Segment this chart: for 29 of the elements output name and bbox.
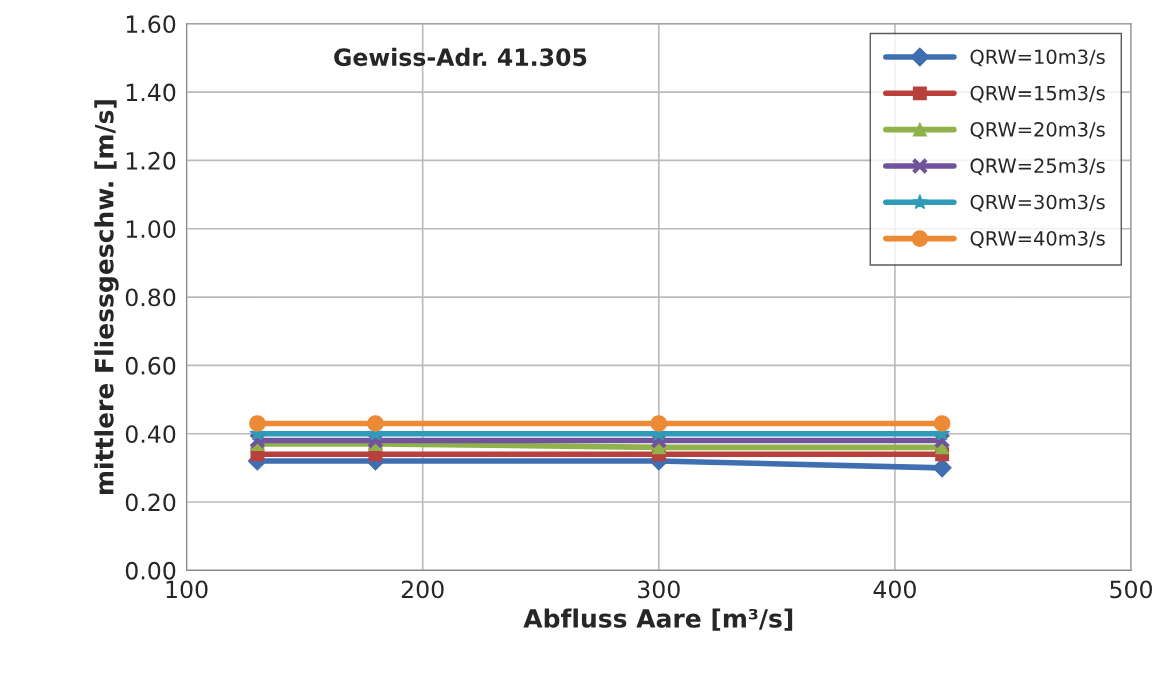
point [367, 415, 384, 432]
y-tick-label: 0.20 [125, 493, 176, 512]
legend-label: QRW=30m3/s [970, 194, 1105, 212]
legend-label: QRW=10m3/s [970, 49, 1105, 67]
point [249, 415, 266, 432]
y-tick-label: 1.60 [126, 15, 176, 34]
y-tick-label: 1.20 [126, 151, 176, 170]
x-tick-label: 100 [166, 580, 208, 599]
annotation: Gewiss-Adr. 41.305 [334, 47, 587, 67]
point [933, 432, 951, 449]
x-tick-label: 400 [873, 580, 916, 599]
x-tick-label: 500 [1110, 580, 1152, 599]
point [650, 415, 668, 432]
x-tick-label: 200 [401, 580, 444, 599]
legend-label: QRW=15m3/s [970, 85, 1105, 103]
y-axis-title: mittlere Fliessgeschw. [m/s] [94, 100, 119, 494]
y-tick-label: 0.00 [125, 561, 176, 580]
y-tick-label: 1.00 [126, 220, 176, 239]
y-tick-label: 0.80 [125, 288, 176, 307]
y-tick-label: 0.40 [125, 425, 176, 444]
point [932, 458, 952, 478]
legend-label: QRW=20m3/s [970, 122, 1105, 139]
y-tick-label: 1.40 [126, 83, 176, 102]
y-tick-label: 0.60 [125, 356, 176, 375]
legend-label: QRW=25m3/s [970, 158, 1105, 176]
point [933, 415, 951, 432]
x-axis-title: Abfluss Aare [m³/s] [523, 608, 793, 631]
x-tick-label: 300 [638, 580, 680, 599]
legend-label: QRW=40m3/s [970, 230, 1105, 248]
